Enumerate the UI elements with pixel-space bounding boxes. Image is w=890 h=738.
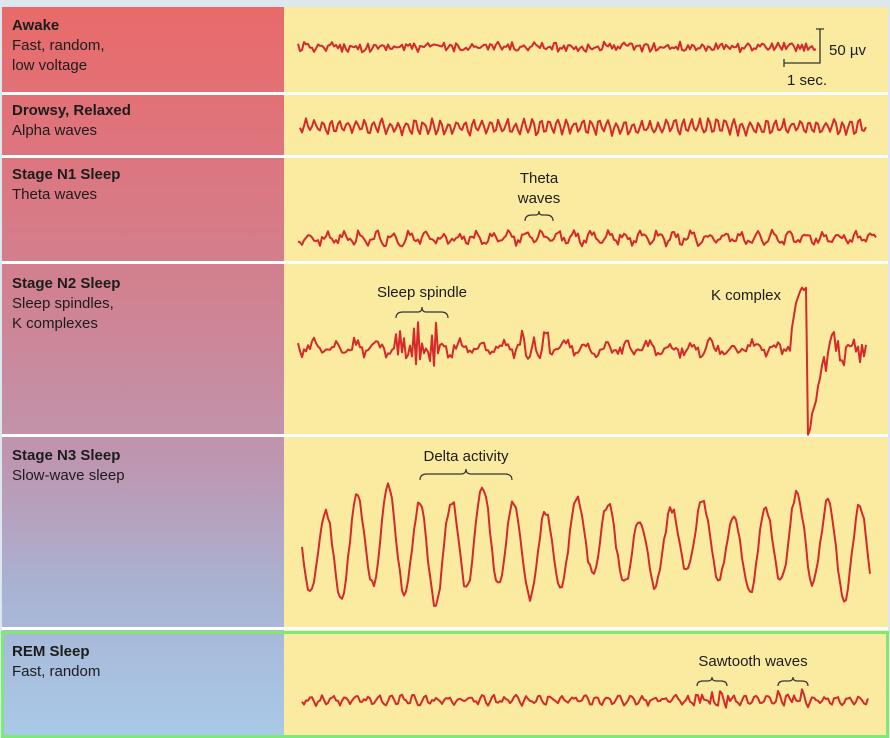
theta-annotation-line2: waves (517, 190, 561, 207)
delta-trace (301, 482, 871, 607)
delta-bracket (419, 468, 513, 481)
stage-name: Drowsy, Relaxed (12, 102, 131, 119)
awake-trace (297, 40, 817, 54)
k-complex-annotation: K complex (711, 287, 782, 304)
stage-n3-label: Stage N3 Sleep Slow-wave sleep (12, 446, 280, 486)
rem-trace (301, 688, 869, 709)
stage-name: Stage N1 Sleep (12, 166, 121, 183)
n2-trace (297, 286, 867, 436)
spindle-bracket (395, 306, 449, 319)
sawtooth-bracket-right (777, 676, 809, 687)
sawtooth-annotation: Sawtooth waves (698, 653, 807, 670)
stage-name: Stage N2 Sleep (12, 275, 121, 292)
sawtooth-bracket-left (696, 676, 728, 687)
stage-drowsy-label: Drowsy, Relaxed Alpha waves (12, 101, 280, 141)
row-divider (2, 261, 888, 264)
theta-trace (297, 228, 877, 248)
scale-bar (783, 28, 824, 67)
stage-name: REM Sleep (12, 643, 90, 660)
time-scale-label: 1 sec. (787, 72, 827, 89)
row-divider (2, 92, 888, 95)
stage-description: Fast, random (12, 663, 101, 680)
delta-activity-annotation: Delta activity (423, 448, 509, 465)
row-divider (2, 155, 888, 158)
alpha-trace (299, 117, 867, 137)
stage-description: Sleep spindles, K complexes (12, 295, 114, 332)
stage-rem-label: REM Sleep Fast, random (12, 642, 280, 682)
amplitude-scale-label: 50 µv (829, 42, 866, 59)
sleep-spindle-annotation: Sleep spindle (377, 284, 467, 301)
stage-name: Awake (12, 17, 60, 34)
row-divider (2, 434, 888, 437)
stage-n2-label: Stage N2 Sleep Sleep spindles, K complex… (12, 274, 280, 334)
stage-description: Slow-wave sleep (12, 467, 125, 484)
stage-n1-label: Stage N1 Sleep Theta waves (12, 165, 280, 205)
stage-name: Stage N3 Sleep (12, 447, 121, 464)
stage-awake-label: Awake Fast, random, low voltage (12, 16, 280, 76)
row-divider (2, 627, 888, 630)
theta-annotation-line1: Theta (520, 170, 559, 187)
stage-label-column (2, 7, 284, 738)
theta-bracket (524, 210, 554, 222)
stage-description: Alpha waves (12, 122, 98, 139)
stage-description: Fast, random, low voltage (12, 37, 105, 74)
stage-description: Theta waves (12, 186, 98, 203)
